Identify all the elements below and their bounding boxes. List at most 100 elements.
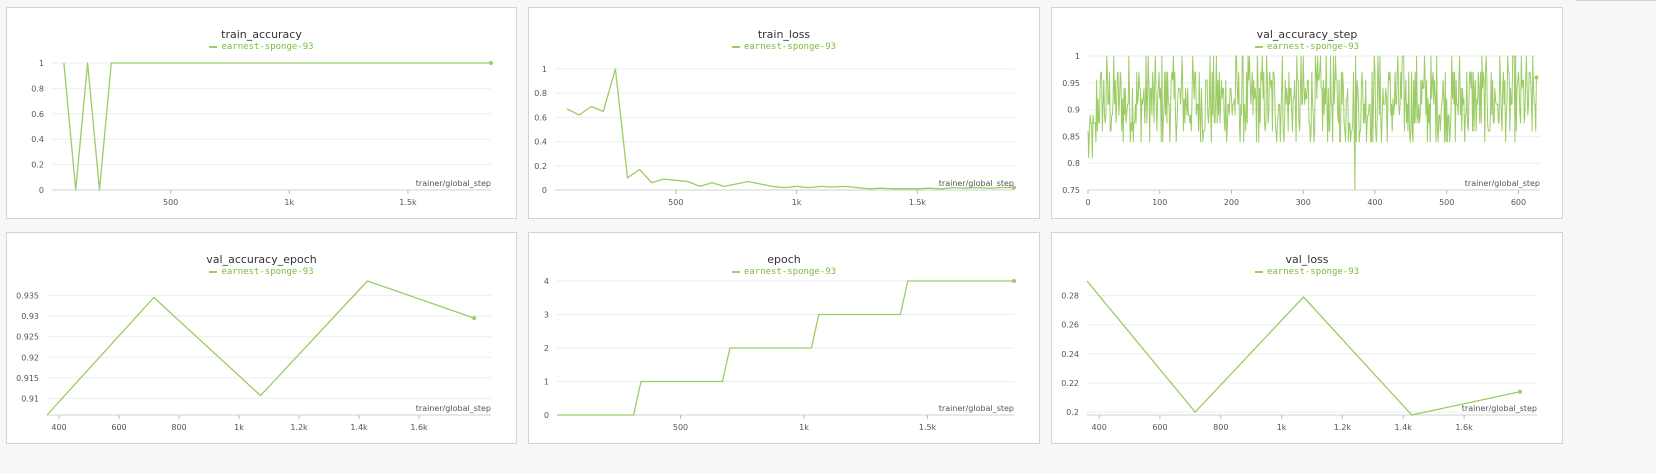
- legend-entry[interactable]: earnest-sponge-93: [7, 42, 516, 52]
- legend-label: earnest-sponge-93: [743, 267, 837, 277]
- x-tick-label: 1.5k: [919, 423, 937, 432]
- x-tick-label: 1.4k: [1395, 423, 1413, 432]
- series-line: [1087, 55, 1537, 191]
- chart-title: train_loss: [757, 28, 811, 41]
- last-point-marker: [472, 316, 477, 321]
- legend-swatch: [731, 45, 740, 48]
- y-tick-label: 0.93: [21, 312, 39, 321]
- x-tick-label: 1.2k: [1334, 423, 1352, 432]
- x-tick-label: 600: [111, 423, 126, 432]
- x-tick-label: 800: [171, 423, 186, 432]
- x-tick-label: 1k: [234, 423, 244, 432]
- legend-entry[interactable]: earnest-sponge-93: [529, 42, 1039, 52]
- y-tick-label: 0.28: [1061, 292, 1079, 301]
- x-tick-label: 500: [1439, 198, 1454, 207]
- x-tick-label: 1.6k: [1455, 423, 1473, 432]
- chart-panel-val-accuracy-epoch[interactable]: val_accuracy_epoch earnest-sponge-93 0.91 0…: [6, 232, 517, 444]
- chart-panel-epoch[interactable]: epoch earnest-sponge-93 0 1 2 3 4 500 1k 1.5k trai…: [528, 232, 1040, 444]
- y-tick-label: 0.8: [31, 84, 44, 93]
- x-tick-label: 1k: [799, 423, 809, 432]
- last-point-marker: [489, 61, 493, 65]
- x-tick-label: 600: [1152, 423, 1167, 432]
- y-tick-label: 0.26: [1061, 321, 1079, 330]
- chart-plot[interactable]: 0 1 2 3 4 500 1k 1.5k trainer/global_step: [529, 233, 1039, 443]
- legend-label: earnest-sponge-93: [221, 267, 314, 277]
- y-tick-label: 0.95: [1062, 79, 1080, 88]
- y-tick-label: 1: [544, 378, 549, 387]
- y-tick-label: 0: [544, 411, 549, 420]
- legend-swatch: [209, 45, 218, 48]
- series-line: [557, 280, 1014, 416]
- y-tick-label: 0.925: [16, 333, 39, 342]
- y-tick-label: 1: [542, 65, 547, 74]
- x-axis-label: trainer/global_step: [1465, 179, 1540, 188]
- x-tick-label: 300: [1296, 198, 1311, 207]
- y-tick-label: 1: [39, 59, 44, 68]
- series-line: [46, 280, 475, 416]
- y-tick-label: 0.22: [1061, 379, 1079, 388]
- legend-entry[interactable]: earnest-sponge-93: [529, 267, 1039, 277]
- legend-swatch: [209, 270, 218, 273]
- y-tick-label: 0.2: [1066, 408, 1079, 417]
- y-tick-label: 0.2: [534, 162, 547, 171]
- x-tick-label: 800: [1213, 423, 1228, 432]
- x-tick-label: 1k: [284, 198, 294, 207]
- y-tick-label: 0.6: [534, 113, 547, 122]
- x-tick-label: 0: [1085, 198, 1090, 207]
- x-axis-label: trainer/global_step: [1462, 404, 1537, 413]
- chart-title: val_accuracy_step: [1256, 28, 1358, 41]
- chart-panel-val-loss[interactable]: val_loss earnest-sponge-93 0.2 0.22 0.24 0.26…: [1051, 232, 1563, 444]
- y-tick-label: 0.85: [1062, 132, 1080, 141]
- x-tick-label: 1.4k: [350, 423, 368, 432]
- x-tick-label: 100: [1152, 198, 1167, 207]
- x-tick-label: 1.6k: [410, 423, 428, 432]
- chart-plot[interactable]: 0.75 0.8 0.85 0.9 0.95 1 0 100 200 300 400 500 600 tr…: [1052, 8, 1562, 218]
- legend-entry[interactable]: earnest-sponge-93: [1052, 267, 1562, 277]
- legend-label: earnest-sponge-93: [1266, 267, 1360, 277]
- chart-plot[interactable]: 0.2 0.22 0.24 0.26 0.28 400 600 800 1k 1.2k 1.4k 1.…: [1052, 233, 1562, 443]
- chart-plot[interactable]: 0 0.2 0.4 0.6 0.8 1 500 1k 1.5k trainer/global_st…: [529, 8, 1039, 218]
- legend-label: earnest-sponge-93: [1266, 42, 1360, 52]
- y-tick-label: 0.8: [534, 89, 547, 98]
- x-tick-label: 400: [51, 423, 66, 432]
- legend-label: earnest-sponge-93: [743, 42, 837, 52]
- chart-plot[interactable]: 0.91 0.915 0.92 0.925 0.93 0.935 400 600 800 1k 1.…: [7, 233, 516, 443]
- y-tick-label: 0.92: [21, 353, 39, 362]
- x-axis-label: trainer/global_step: [939, 179, 1014, 188]
- x-tick-label: 400: [1092, 423, 1107, 432]
- y-tick-label: 0.935: [16, 291, 39, 300]
- y-tick-label: 0.4: [31, 135, 44, 144]
- y-tick-label: 0.8: [1067, 159, 1080, 168]
- x-tick-label: 500: [668, 198, 683, 207]
- y-tick-label: 0.9: [1067, 106, 1080, 115]
- chart-title: train_accuracy: [221, 28, 302, 41]
- legend-swatch: [1254, 45, 1263, 48]
- x-tick-label: 1.2k: [290, 423, 308, 432]
- x-tick-label: 500: [163, 198, 178, 207]
- last-point-marker: [1012, 185, 1016, 190]
- x-axis-label: trainer/global_step: [416, 404, 491, 413]
- x-tick-label: 1k: [1277, 423, 1287, 432]
- x-tick-label: 600: [1511, 198, 1526, 207]
- y-tick-label: 0.6: [31, 110, 44, 119]
- y-tick-label: 2: [544, 344, 549, 353]
- y-tick-label: 4: [544, 277, 549, 286]
- chart-plot[interactable]: 0 0.2 0.4 0.6 0.8 1 500 1k 1.5k trainer/global_st…: [7, 8, 516, 218]
- x-tick-label: 200: [1224, 198, 1239, 207]
- series-line: [566, 68, 1014, 190]
- chart-panel-train-loss[interactable]: train_loss earnest-sponge-93 0 0.2 0.4 0.6 0.8…: [528, 7, 1040, 219]
- legend-entry[interactable]: earnest-sponge-93: [1052, 42, 1562, 52]
- y-tick-label: 3: [544, 311, 549, 320]
- y-tick-label: 1: [1075, 52, 1080, 61]
- legend-label: earnest-sponge-93: [221, 42, 314, 52]
- chart-panel-val-accuracy-step[interactable]: val_accuracy_step earnest-sponge-93 0.75 0.…: [1051, 7, 1563, 219]
- chart-panel-train-accuracy[interactable]: train_accuracy earnest-sponge-93 0 0.2 0.4 0.…: [6, 7, 517, 219]
- legend-entry[interactable]: earnest-sponge-93: [7, 267, 516, 277]
- y-tick-label: 0.24: [1061, 350, 1079, 359]
- last-point-marker: [1012, 279, 1016, 283]
- y-tick-label: 0.4: [534, 138, 547, 147]
- y-tick-label: 0.75: [1062, 186, 1080, 195]
- chart-title: val_loss: [1285, 253, 1329, 266]
- x-axis-label: trainer/global_step: [939, 404, 1014, 413]
- x-tick-label: 1.5k: [399, 198, 417, 207]
